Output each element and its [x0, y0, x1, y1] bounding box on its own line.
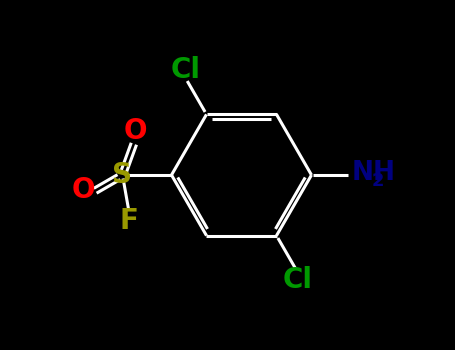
Text: Cl: Cl — [283, 266, 313, 294]
Text: O: O — [124, 117, 147, 145]
Text: 2: 2 — [372, 172, 384, 190]
Text: Cl: Cl — [171, 56, 201, 84]
Text: O: O — [71, 176, 95, 204]
Text: NH: NH — [352, 160, 396, 186]
Text: S: S — [112, 161, 132, 189]
Text: F: F — [120, 206, 139, 235]
